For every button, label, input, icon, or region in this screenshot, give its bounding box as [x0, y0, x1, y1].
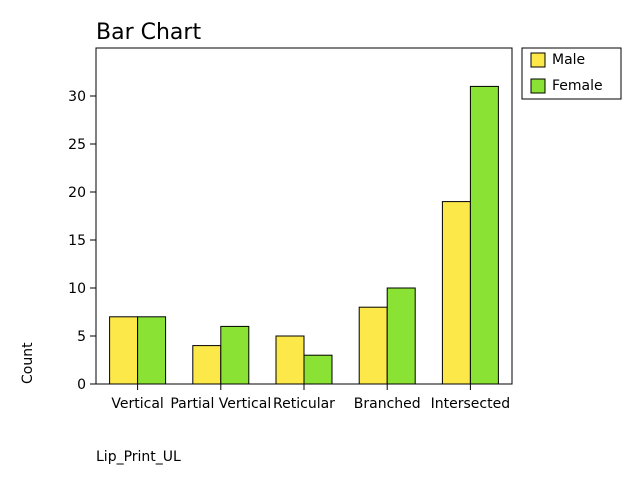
x-tick-label: Reticular	[273, 396, 335, 412]
y-tick-label: 20	[68, 185, 86, 201]
x-tick-label: Branched	[354, 396, 421, 412]
bar-female-reticular	[303, 354, 333, 385]
bar-male-partial-vertical	[192, 345, 222, 385]
chart-title: Bar Chart	[96, 20, 201, 45]
y-axis-label: Count	[20, 342, 36, 384]
y-tick-label: 0	[77, 377, 86, 393]
legend-label-female: Female	[552, 78, 603, 94]
bars	[109, 85, 499, 385]
y-tick-label: 5	[77, 329, 86, 345]
bar-female-partial-vertical	[220, 325, 250, 385]
bar-male-reticular	[275, 335, 305, 385]
legend: Male Female	[521, 47, 622, 100]
bar-female-vertical	[137, 316, 167, 385]
y-tick-label: 30	[68, 89, 86, 105]
bar-female-branched	[386, 287, 416, 385]
legend-swatch-female	[530, 78, 546, 94]
y-tick-label: 15	[68, 233, 86, 249]
y-tick-label: 10	[68, 281, 86, 297]
x-tick-label: Partial Vertical	[170, 396, 271, 412]
legend-label-male: Male	[552, 52, 585, 68]
x-axis: Vertical Partial Vertical Reticular Branche…	[111, 384, 510, 412]
bar-male-vertical	[109, 316, 139, 385]
legend-swatch-male	[530, 52, 546, 68]
bar-male-branched	[358, 306, 388, 385]
bar-female-intersected	[469, 85, 499, 385]
y-tick-label: 25	[68, 137, 86, 153]
y-axis: 0 5 10 15 20 25 30	[68, 89, 96, 393]
bar-male-intersected	[441, 201, 471, 385]
x-tick-label: Vertical	[111, 396, 163, 412]
x-axis-label: Lip_Print_UL	[96, 449, 181, 465]
x-tick-label: Intersected	[431, 396, 510, 412]
